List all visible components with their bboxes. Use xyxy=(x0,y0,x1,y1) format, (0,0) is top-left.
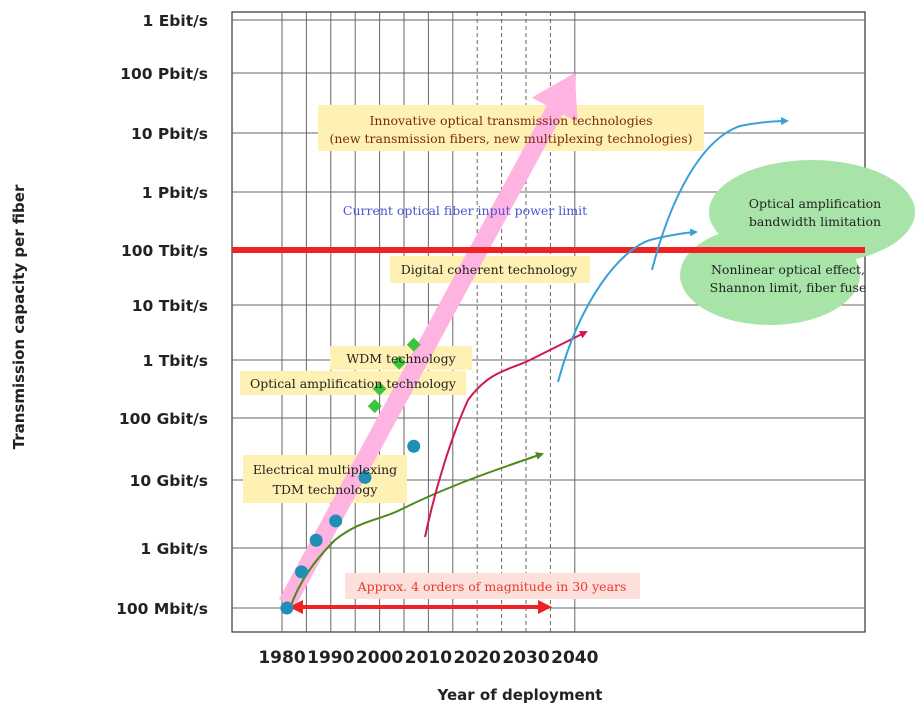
data-point-circle xyxy=(407,439,421,453)
y-tick-label: 1 Gbit/s xyxy=(140,540,208,558)
approx-arrow-right xyxy=(538,600,552,614)
plot-frame xyxy=(231,11,866,633)
y-axis-title: Transmission capacity per fiber xyxy=(10,184,28,449)
data-point-diamond xyxy=(372,381,387,396)
x-axis-title: Year of deployment xyxy=(437,686,603,704)
y-tick-label: 10 Tbit/s xyxy=(132,297,208,315)
digital-coherent-curve xyxy=(557,228,698,383)
data-markers xyxy=(280,337,421,615)
data-point-circle xyxy=(309,533,323,547)
digital-coherent-text: Digital coherent technology xyxy=(401,262,578,277)
y-tick-label: 100 Tbit/s xyxy=(121,242,208,260)
innovative-curve xyxy=(651,117,789,271)
data-point-circle xyxy=(329,514,343,528)
y-tick-label: 100 Gbit/s xyxy=(119,410,208,428)
bandwidth-limit-line-1: Optical amplification xyxy=(749,196,881,211)
approx-text: Approx. 4 orders of magnitude in 30 year… xyxy=(357,579,627,594)
approx-arrow-left xyxy=(289,600,303,614)
y-tick-label: 1 Ebit/s xyxy=(143,12,208,30)
nonlinear-line-1: Nonlinear optical effect, xyxy=(711,262,865,277)
optical-amp-text: Optical amplification technology xyxy=(250,376,457,391)
electrical-curve xyxy=(289,452,544,609)
power-limit-text: Current optical fiber input power limit xyxy=(343,203,587,218)
electrical-box xyxy=(243,455,407,503)
data-point-circle xyxy=(280,601,294,615)
y-tick-label: 100 Mbit/s xyxy=(116,600,208,618)
electrical-line-1: Electrical multiplexing xyxy=(253,462,397,477)
y-tick-label: 10 Pbit/s xyxy=(131,125,208,143)
data-point-diamond xyxy=(367,399,382,414)
x-tick-label: 1990 xyxy=(307,648,354,668)
x-tick-label: 2030 xyxy=(502,648,549,668)
data-point-circle xyxy=(295,565,309,579)
bandwidth-limit-line-2: bandwidth limitation xyxy=(749,214,881,229)
x-tick-label: 2000 xyxy=(356,648,403,668)
nonlinear-line-2: Shannon limit, fiber fuse xyxy=(710,280,867,295)
y-tick-label: 100 Pbit/s xyxy=(120,65,208,83)
optical-amp-box xyxy=(240,371,466,395)
y-tick-label: 1 Pbit/s xyxy=(142,184,208,202)
innovative-box xyxy=(318,105,704,151)
digital-coherent-box xyxy=(390,256,590,283)
innovative-line-1: Innovative optical transmission technolo… xyxy=(369,113,652,128)
y-tick-label: 10 Gbit/s xyxy=(130,472,208,490)
x-tick-label: 1980 xyxy=(258,648,305,668)
data-point-diamond xyxy=(406,337,421,352)
x-tick-label: 2020 xyxy=(454,648,501,668)
trend-arrow xyxy=(279,73,578,608)
x-tick-label: 2010 xyxy=(405,648,452,668)
x-tick-label: 2040 xyxy=(551,648,598,668)
approx-box xyxy=(345,573,640,599)
trend-arrow-shape xyxy=(279,73,578,608)
wdm-text: WDM technology xyxy=(346,351,456,366)
data-point-diamond xyxy=(392,355,407,370)
x-axis-ticks: 1980 1990 2000 2010 2020 2030 2040 xyxy=(258,648,598,668)
y-axis-ticks: 100 Mbit/s 1 Gbit/s 10 Gbit/s 100 Gbit/s 1 T… xyxy=(116,12,208,618)
data-point-circle xyxy=(358,470,372,484)
electrical-line-2: TDM technology xyxy=(273,482,379,497)
y-tick-label: 1 Tbit/s xyxy=(143,352,208,370)
innovative-line-2: (new transmission fibers, new multiplexi… xyxy=(330,131,693,146)
wdm-curve xyxy=(424,331,588,538)
